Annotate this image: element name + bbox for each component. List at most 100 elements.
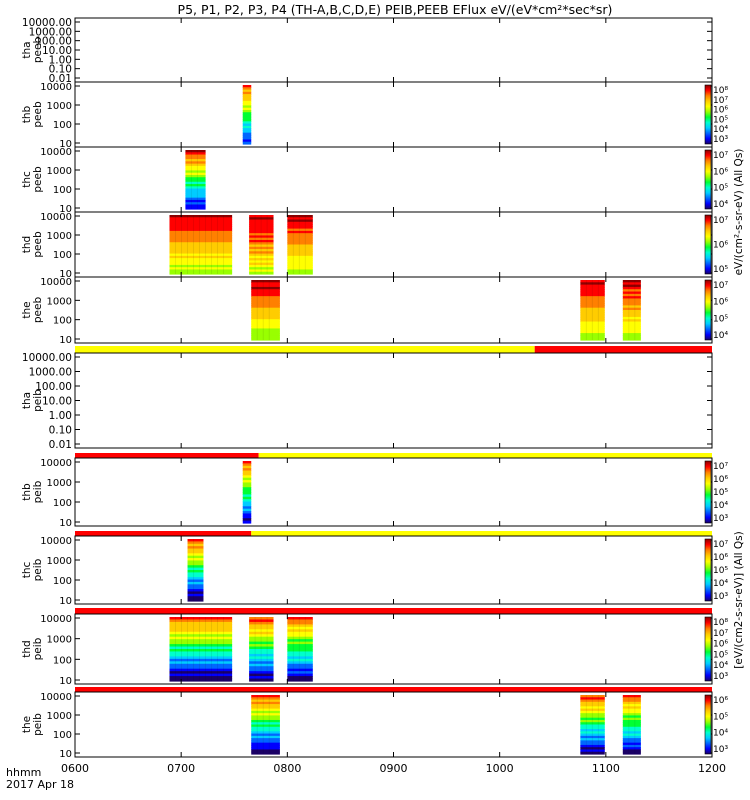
spectrogram-cell	[185, 163, 206, 167]
colorbar-tick-label: 10⁴	[713, 125, 728, 135]
spectrogram-cell	[287, 644, 313, 648]
spectrogram-cell	[169, 215, 233, 218]
spectrogram-block	[242, 85, 252, 145]
panel-label: peib	[32, 637, 44, 660]
spectrogram-cell	[287, 217, 313, 221]
spectrogram-cell	[580, 744, 605, 748]
spectrogram-cell	[287, 646, 313, 650]
colorbar-tick-label: 10⁴	[713, 331, 728, 341]
y-tick-label: 10	[59, 139, 72, 150]
spectrogram-cell	[242, 465, 252, 469]
spectrogram-cell	[622, 316, 641, 320]
spectrogram-cell	[169, 621, 233, 625]
y-tick-label: 10	[59, 204, 72, 215]
colorbar	[704, 214, 712, 275]
y-tick-label: 10	[59, 749, 72, 760]
spectrogram-cell	[242, 511, 252, 515]
spectrogram-cell	[249, 239, 274, 243]
spectrogram-cell	[169, 658, 233, 662]
chart-title: P5, P1, P2, P3, P4 (TH-A,B,C,D,E) PEIB,P…	[177, 2, 613, 17]
spectrogram-cell	[251, 726, 280, 730]
colorbar-tick-label: 10⁸	[713, 618, 728, 628]
spectrogram-cell	[622, 719, 641, 723]
spectrogram-cell	[251, 715, 280, 719]
y-tick-label: 100	[53, 576, 72, 587]
spectrogram-cell	[580, 751, 605, 755]
spectrogram-cell	[242, 116, 252, 120]
spectrogram-cell	[187, 567, 204, 571]
spectrogram-cell	[251, 729, 280, 732]
spectrogram-block	[622, 695, 641, 755]
colorbar-tick-label: 10⁶	[713, 241, 728, 251]
spectrogram-cell	[169, 676, 233, 680]
spectrogram-cell	[251, 738, 280, 741]
spectrogram-cell	[249, 644, 274, 648]
spectrogram-cell	[242, 85, 252, 88]
colorbar-tick-label: 10³	[713, 592, 728, 602]
spectrogram-cell	[187, 546, 204, 550]
colorbar-tick-label: 10³	[713, 745, 728, 755]
spectrogram-cell	[580, 717, 605, 721]
spectrogram-cell	[249, 271, 274, 275]
colorbar-tick-label: 10³	[713, 672, 728, 682]
spectrogram-cell	[287, 253, 313, 257]
spectrogram-cell	[187, 584, 204, 588]
spectrogram-cell	[287, 634, 313, 638]
panel-frame	[74, 276, 713, 344]
colorbar-tick-label: 10⁶	[713, 553, 728, 563]
spectrogram-cell	[580, 280, 605, 283]
y-tick-label: 1.00	[49, 54, 72, 66]
colorbar	[704, 460, 712, 524]
spectrogram-cell	[185, 206, 206, 210]
y-tick-label: 1000	[47, 231, 72, 242]
spectrogram-cell	[287, 255, 313, 259]
spectrogram-cell	[251, 298, 280, 302]
panel-label: thd	[21, 640, 33, 657]
spectrogram-cell	[249, 219, 274, 223]
x-tick-label: 0900	[380, 762, 408, 775]
spectrogram-cell	[249, 639, 274, 643]
spectrogram-cell	[287, 267, 313, 271]
spectrogram-cell	[249, 244, 274, 248]
spectrogram-cell	[580, 710, 605, 714]
spectrogram-cell	[580, 300, 605, 304]
spectrogram-cell	[622, 722, 641, 726]
spectrogram-cell	[169, 255, 233, 259]
spectrogram-cell	[242, 141, 252, 145]
spectrogram-cell	[187, 555, 204, 559]
y-tick-label: 1000.00	[29, 367, 72, 379]
spectrogram-block	[287, 215, 313, 275]
y-tick-label: 10	[59, 518, 72, 529]
spectrogram-cell	[622, 280, 641, 283]
y-tick-label: 1000	[47, 101, 72, 112]
panel-label: peeb	[32, 231, 44, 258]
spectrogram-cell	[251, 742, 280, 746]
panel-label: peeb	[32, 37, 44, 64]
spectrogram-cell	[185, 202, 206, 206]
spectrogram-cell	[169, 226, 233, 230]
x-tick-label: 1100	[592, 762, 620, 775]
flag-segment	[75, 687, 712, 692]
y-tick-label: 10.00	[42, 396, 72, 408]
spectrogram-block	[187, 539, 204, 602]
y-tick-label: 10	[59, 269, 72, 280]
colorbar-tick-label: 10⁴	[713, 729, 728, 739]
spectrogram-cell	[242, 484, 252, 488]
spectrogram-cell	[251, 719, 280, 723]
spectrogram-cell	[251, 284, 280, 288]
y-tick-label: 10000	[40, 277, 72, 288]
spectrogram-cell	[187, 550, 204, 554]
spectrogram-cell	[169, 228, 233, 232]
y-tick-label: 10	[59, 596, 72, 607]
y-tick-label: 10000	[40, 614, 72, 625]
spectrogram-cell	[249, 233, 274, 237]
panel-label: tha	[21, 392, 33, 409]
colorbar-tick-label: 10⁶	[713, 298, 728, 308]
spectrogram-cell	[169, 221, 233, 225]
spectrogram-cell	[580, 333, 605, 336]
spectrogram-cell	[287, 639, 313, 643]
spectrogram-cell	[251, 744, 280, 748]
spectrogram-cell	[249, 221, 274, 225]
spectrogram-cell	[622, 744, 641, 748]
